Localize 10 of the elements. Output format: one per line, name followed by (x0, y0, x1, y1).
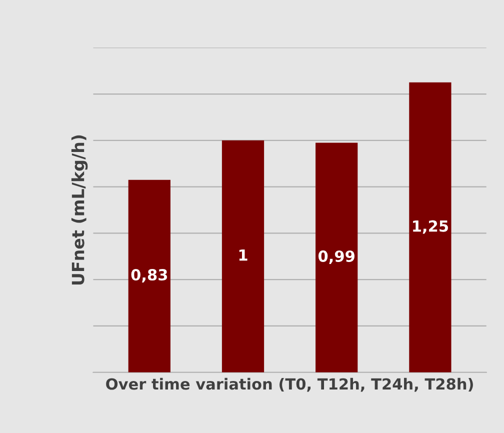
data-label: 1,25 (413, 220, 448, 234)
bar (409, 82, 452, 372)
data-label: 1 (239, 249, 248, 261)
x-axis-title: Over time variation (T0, T12h, T24h, T28h) (106, 378, 473, 392)
bar (222, 140, 264, 372)
y-axis-title: UFnet (mL/kg/h) (71, 135, 88, 285)
bar (316, 142, 358, 372)
data-label: 0,99 (318, 250, 354, 264)
data-label: 0,83 (131, 268, 168, 282)
bar (128, 180, 170, 372)
